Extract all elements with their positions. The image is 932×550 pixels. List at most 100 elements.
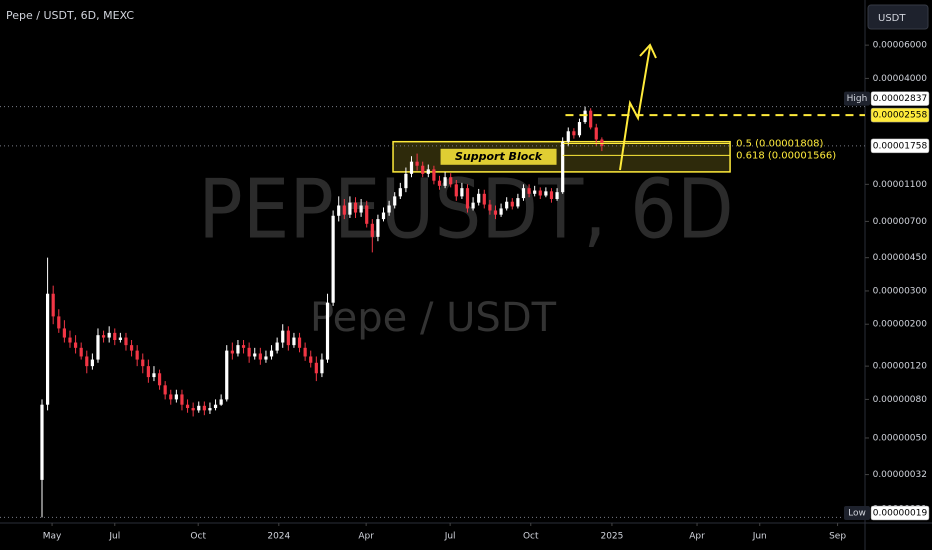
candle-body: [426, 169, 430, 174]
candle-body: [477, 193, 481, 203]
candle-body: [253, 353, 257, 357]
candle-body: [191, 408, 195, 411]
candle-body: [219, 399, 223, 405]
candle-body: [230, 350, 234, 354]
candle-body: [45, 293, 50, 405]
x-tick-label: Jun: [752, 532, 767, 542]
candle-body: [482, 193, 486, 205]
price-badge: [870, 91, 930, 106]
candle-body: [527, 188, 531, 194]
x-tick-label: Apr: [689, 532, 705, 542]
fib-label: 0.5 (0.00001808): [736, 139, 823, 150]
y-tick-label: 0.00000450: [873, 253, 928, 263]
candle-body: [449, 177, 453, 185]
candle-body: [297, 337, 302, 348]
candle-body: [309, 356, 313, 363]
x-tick-label: Oct: [190, 532, 206, 542]
candle-body: [185, 404, 190, 409]
candle-body: [129, 345, 134, 351]
x-tick-label: Jul: [108, 532, 120, 542]
x-tick-label: Oct: [523, 532, 539, 542]
candle-body: [376, 219, 380, 237]
candle-body: [241, 345, 246, 348]
price-badge-label: 0.00001758: [873, 141, 928, 151]
y-tick-label: 0.00000700: [873, 217, 928, 227]
candle-body: [202, 405, 206, 411]
watermark: PEPEUSDT, 6D: [198, 162, 733, 257]
candle-body: [213, 404, 218, 409]
candle-body: [471, 202, 475, 209]
x-tick-label: 2025: [600, 532, 623, 542]
y-tick-label: 0.00000120: [873, 362, 928, 372]
candle-body: [325, 302, 330, 360]
candle-body: [398, 188, 402, 197]
candle-body: [589, 110, 593, 128]
candle-body: [381, 212, 386, 220]
x-tick-label: May: [43, 532, 62, 542]
candle-body: [544, 191, 548, 196]
candle-body: [68, 337, 72, 343]
currency-button-label[interactable]: USDT: [878, 13, 906, 24]
y-tick-label: 0.00000300: [873, 286, 928, 296]
candle-body: [583, 110, 587, 123]
candle-body: [40, 404, 44, 480]
candle-body: [499, 208, 503, 215]
candle-body: [505, 201, 509, 209]
candle-body: [96, 335, 100, 360]
candle-body: [314, 362, 318, 374]
candle-body: [247, 347, 251, 357]
candle-body: [258, 353, 262, 360]
candle-body: [521, 188, 526, 199]
candle-body: [113, 332, 117, 341]
candle-body: [157, 373, 162, 386]
candle-body: [493, 210, 498, 215]
x-tick-label: Apr: [358, 532, 374, 542]
candle-body: [460, 188, 464, 197]
price-badge-name-bg: [844, 91, 870, 106]
candle-body: [370, 223, 374, 237]
candle-body: [292, 337, 296, 346]
price-badge-name: Low: [848, 509, 866, 519]
candle-body: [594, 127, 598, 140]
candle-body: [225, 350, 229, 400]
candle-body: [437, 180, 442, 186]
candle-body: [561, 141, 565, 193]
candle-body: [404, 173, 408, 189]
candle-body: [409, 161, 414, 174]
candle-body: [236, 345, 240, 354]
candle-body: [510, 201, 514, 207]
watermark-subtitle: Pepe / USDT: [310, 295, 557, 341]
candle-body: [348, 202, 352, 215]
candle-body: [432, 169, 436, 181]
arrow-head: [639, 43, 657, 59]
price-badge: [870, 138, 930, 154]
price-badge-label: 0.00000019: [873, 509, 928, 519]
candle-body: [286, 330, 290, 346]
candle-body: [387, 205, 391, 213]
candle-body: [264, 356, 268, 360]
candle-body: [331, 215, 335, 303]
y-tick-label: 0.00000080: [873, 395, 928, 405]
candle-body: [107, 332, 111, 338]
candle-body: [538, 190, 542, 196]
price-badge-label: 0.00002837: [873, 94, 927, 104]
x-tick-label: Jul: [444, 532, 456, 542]
candle-body: [415, 161, 419, 166]
price-badge-label: 0.00002558: [873, 111, 928, 121]
candle-body: [549, 191, 554, 199]
candle-body: [163, 385, 167, 395]
candle-body: [180, 394, 184, 405]
candle-body: [79, 347, 83, 357]
candle-body: [393, 196, 397, 206]
price-badge-name: High: [847, 94, 868, 104]
y-tick-label: 0.00001100: [873, 180, 928, 190]
candle-body: [152, 373, 156, 378]
currency-button[interactable]: [867, 4, 929, 30]
candle-body: [516, 198, 520, 207]
candle-body: [533, 190, 537, 194]
candle-body: [359, 205, 363, 213]
candle-body: [421, 165, 425, 174]
candle-body: [118, 337, 122, 341]
candle-body: [600, 139, 604, 146]
